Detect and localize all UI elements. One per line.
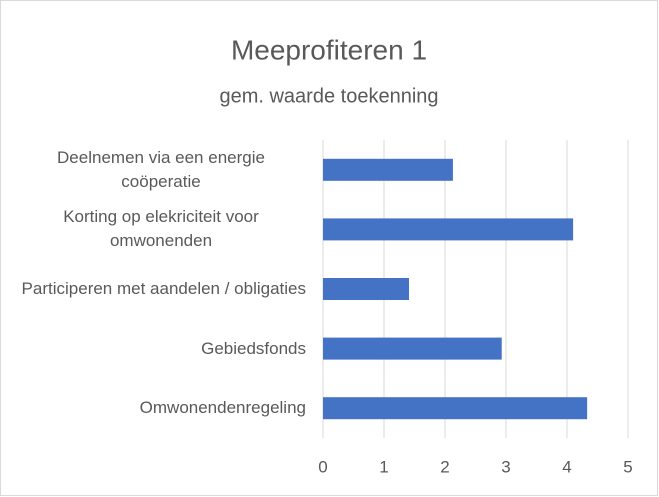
- bar: [323, 218, 574, 241]
- y-tick-label: Gebiedsfonds: [201, 338, 306, 358]
- y-tick-label: Deelnemen via een energie coöperatie: [57, 147, 265, 191]
- x-tick-label: 4: [562, 457, 571, 476]
- y-tick-label: Participeren met aandelen / obligaties: [21, 279, 306, 298]
- bar: [323, 397, 588, 420]
- chart-title: Meeprofiteren 1: [231, 34, 427, 65]
- x-tick-label: 1: [379, 457, 388, 476]
- y-tick-label: Korting op elekriciteit voor omwonenden: [63, 207, 259, 251]
- y-tick-label: Omwonendenregeling: [139, 398, 306, 418]
- x-tick-label: 0: [318, 457, 327, 476]
- bar: [323, 158, 453, 181]
- x-tick-label: 2: [440, 457, 449, 476]
- x-tick-label: 3: [501, 457, 510, 476]
- bar: [323, 337, 502, 360]
- bar: [323, 278, 410, 300]
- chart-subtitle: gem. waarde toekenning: [219, 85, 438, 107]
- x-tick-label: 5: [623, 457, 632, 476]
